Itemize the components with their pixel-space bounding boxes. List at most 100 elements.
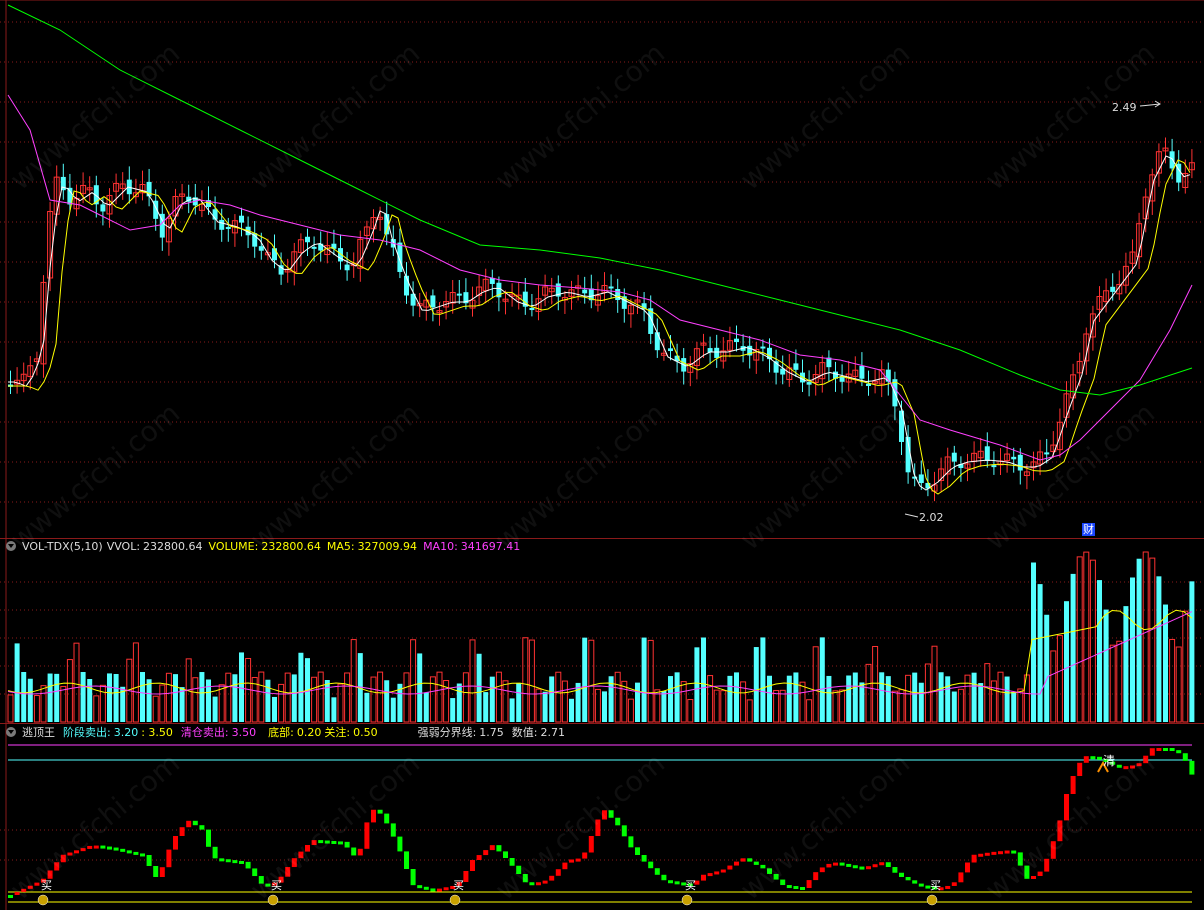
escape-bar: [186, 820, 192, 828]
volume-bar: [1109, 644, 1116, 723]
volume-bar: [582, 637, 588, 722]
candle-body: [436, 310, 443, 314]
volume-bar: [173, 674, 178, 722]
volume-bar: [239, 652, 244, 722]
escape-bar: [628, 836, 634, 848]
candle-body: [331, 243, 337, 249]
escape-bar: [107, 846, 112, 850]
volume-bar: [1070, 573, 1076, 722]
volume-bar: [403, 672, 410, 723]
escape-bar: [833, 862, 838, 866]
candle-body: [859, 365, 865, 379]
candle-body: [1162, 147, 1169, 152]
volume-bar: [1089, 559, 1096, 723]
escape-bar: [93, 845, 99, 849]
escape-bar: [714, 871, 720, 875]
volume-bar: [278, 683, 285, 723]
candle-body: [1188, 162, 1195, 171]
candle-body: [1083, 333, 1090, 362]
volume-bar: [370, 676, 377, 723]
candle-body: [1030, 461, 1037, 469]
escape-bar: [1070, 776, 1076, 794]
candle-body: [449, 292, 456, 304]
candle-body: [977, 450, 984, 459]
volume-bar: [938, 672, 944, 722]
escape-bar: [846, 863, 852, 867]
clear-sell-value: 3.50: [231, 726, 257, 739]
escape-bar: [324, 840, 330, 844]
volume-bar: [635, 682, 640, 722]
escape-bar: [1031, 876, 1036, 879]
escape-bar: [470, 860, 475, 871]
volume-bar: [1044, 614, 1050, 722]
ma5-label: MA5:: [326, 540, 355, 553]
candle-body: [780, 368, 786, 375]
volume-bar: [614, 671, 621, 723]
escape-bar: [1017, 852, 1023, 866]
volume-ma10-line: [7, 611, 1193, 695]
indicator-menu-icon[interactable]: [6, 541, 16, 551]
candle-body: [555, 283, 561, 297]
candle-body: [866, 383, 871, 386]
finance-badge[interactable]: 财: [1082, 523, 1095, 536]
panel-divider-2[interactable]: [0, 723, 1204, 724]
escape-bar: [912, 880, 918, 884]
candle-body: [67, 187, 73, 205]
escape-bar: [839, 862, 845, 866]
volume-bar: [291, 674, 297, 722]
escape-bar: [727, 865, 733, 870]
candle-body: [100, 204, 106, 212]
escape-bar: [278, 876, 284, 883]
volume-bar: [140, 672, 145, 722]
escape-bar: [806, 880, 812, 888]
volume-bar: [317, 671, 324, 723]
volume-bar: [73, 642, 80, 723]
volume-bar: [377, 671, 384, 723]
volume-bar: [272, 696, 277, 722]
volume-bar: [47, 673, 53, 722]
escape-bar: [998, 851, 1003, 855]
volume-bar: [54, 673, 60, 722]
candle-body: [991, 465, 997, 468]
candle-body: [225, 226, 231, 229]
escape-bar: [687, 883, 693, 887]
volume-bar: [165, 672, 172, 723]
volume-bar: [569, 698, 574, 722]
volume-bar: [1116, 640, 1123, 723]
candle-body: [165, 217, 172, 243]
candle-body: [542, 286, 549, 296]
volume-bar: [1189, 581, 1195, 722]
candle-body: [106, 195, 113, 215]
escape-bar: [892, 867, 898, 873]
volume-bar: [509, 698, 515, 722]
escape-bar: [159, 867, 165, 877]
volume-bar: [40, 685, 47, 723]
volume-bar: [799, 681, 806, 723]
ma-long-line: [7, 4, 1193, 396]
candle-body: [747, 345, 753, 356]
volume-bar: [146, 679, 152, 722]
escape-bar: [377, 809, 383, 814]
volume-bar: [476, 653, 482, 722]
volume-bar: [865, 663, 872, 723]
escape-bar: [707, 873, 713, 877]
candle-body: [186, 196, 192, 202]
panel-divider-1[interactable]: [0, 538, 1204, 539]
bottom-value: 0.20: [296, 726, 322, 739]
escape-bar: [674, 881, 680, 885]
candle-body: [944, 456, 951, 475]
volume-bar: [839, 689, 846, 723]
volume-bar: [602, 691, 607, 722]
candle-body: [284, 269, 291, 273]
escape-bar: [140, 853, 145, 857]
escape-bar: [1097, 756, 1102, 760]
escape-indicator-name[interactable]: 逃顶王: [22, 726, 55, 739]
numeric-label: 数值:: [511, 726, 538, 739]
indicator-menu-icon[interactable]: [6, 727, 16, 737]
escape-bar: [516, 865, 522, 874]
escape-bar: [344, 841, 350, 848]
volume-bar: [429, 676, 436, 723]
vol-indicator-name[interactable]: VOL-TDX(5,10): [22, 540, 103, 553]
volume-bar: [1130, 577, 1135, 722]
